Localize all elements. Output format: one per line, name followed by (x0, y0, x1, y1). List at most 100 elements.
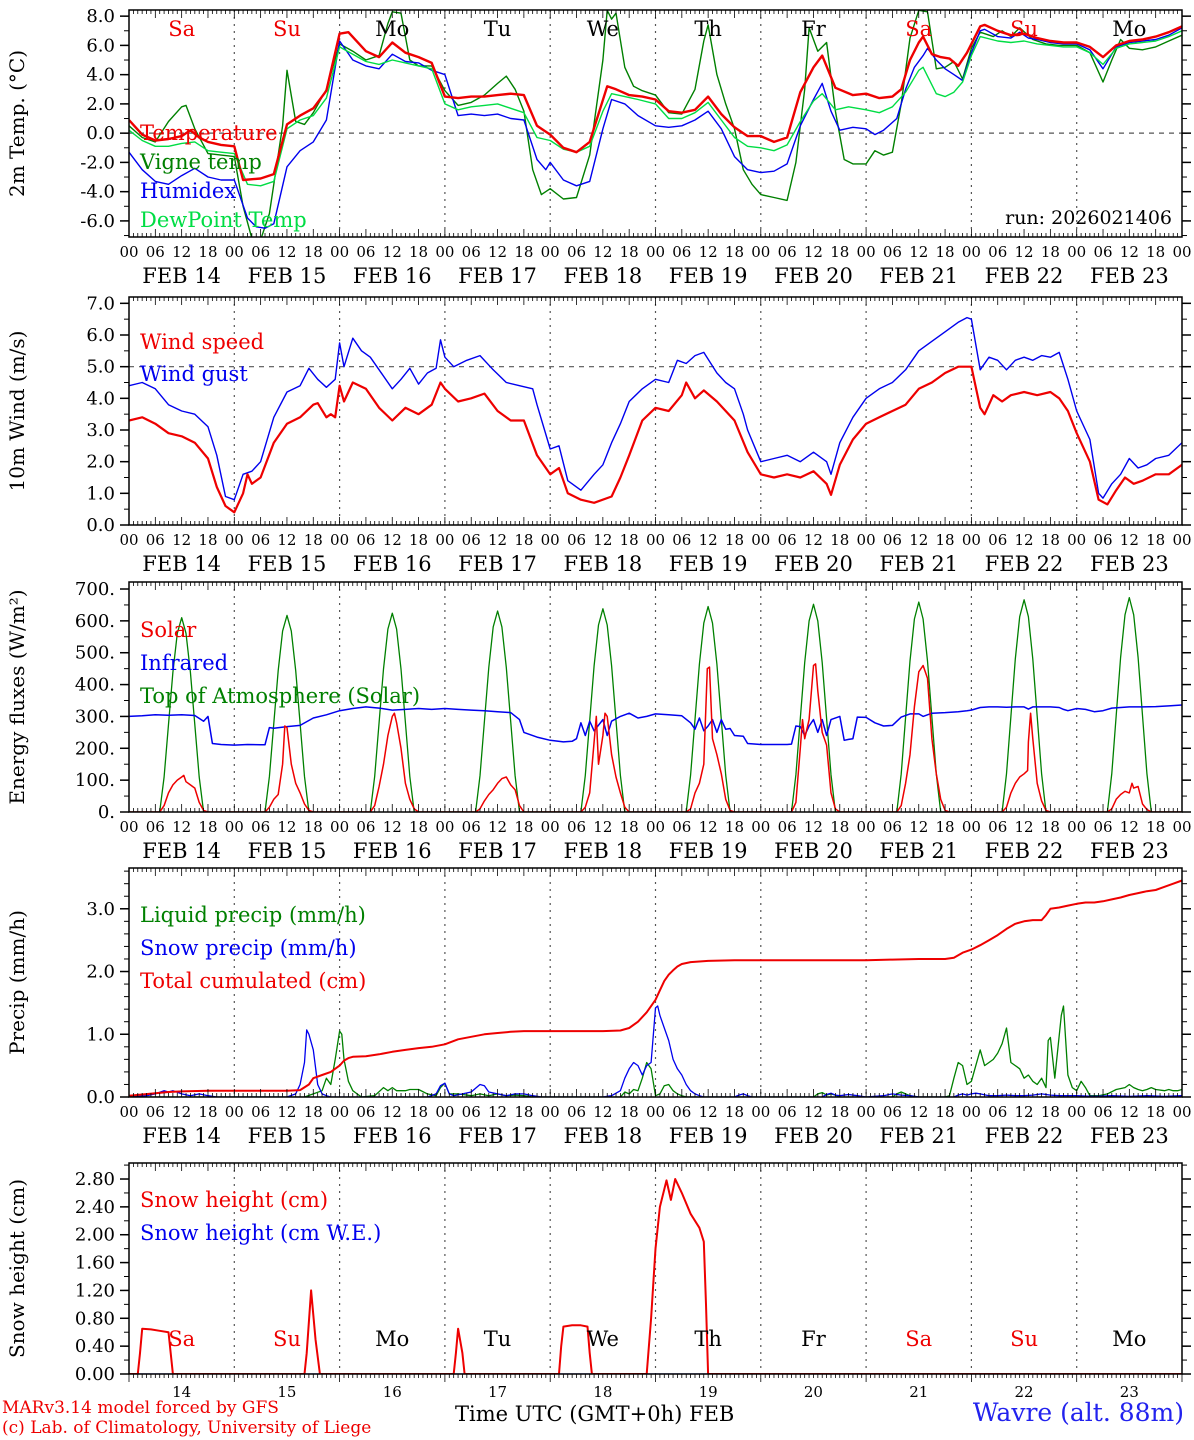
hour-label: 12 (909, 818, 928, 836)
hour-label: 18 (409, 1103, 428, 1121)
hour-label: 06 (251, 243, 270, 261)
weekday-label: We (587, 1327, 619, 1351)
hour-label: 00 (1172, 1103, 1191, 1121)
hour-label: 12 (1015, 818, 1034, 836)
day-number-label: 22 (1015, 1383, 1034, 1401)
hour-label: 18 (1146, 243, 1165, 261)
hour-label: 00 (225, 1103, 244, 1121)
hour-label: 00 (119, 531, 138, 549)
day-number-label: 14 (172, 1383, 191, 1401)
hour-label: 12 (804, 243, 823, 261)
y-tick-label: 2.80 (75, 1169, 115, 1190)
hour-label: 18 (725, 818, 744, 836)
y-tick-label: -4.0 (80, 182, 115, 203)
date-label: FEB 20 (774, 264, 853, 288)
precip-panel: 3.02.01.00.000 06 12 18 00 06 12 18 00 06 12 18 00 06… (5, 867, 1192, 1148)
hour-label: 12 (699, 243, 718, 261)
date-label: FEB 23 (1090, 264, 1169, 288)
hour-label: 12 (277, 818, 296, 836)
hour-label: 18 (198, 243, 217, 261)
day-number-label: 15 (277, 1383, 296, 1401)
hour-label: 18 (725, 1103, 744, 1121)
hour-label: 00 (857, 818, 876, 836)
hour-label: 06 (567, 818, 586, 836)
y-tick-label: 0.80 (75, 1308, 115, 1329)
hour-label: 00 (119, 243, 138, 261)
date-label: FEB 18 (563, 264, 642, 288)
lab-credit: (c) Lab. of Climatology, University of L… (2, 1418, 372, 1438)
weekday-label: Su (273, 17, 301, 41)
hour-label: 18 (304, 818, 323, 836)
date-label: FEB 22 (985, 552, 1064, 576)
date-label: FEB 15 (248, 264, 327, 288)
hour-label: 18 (1146, 531, 1165, 549)
y-tick-label: 400. (75, 675, 115, 696)
snow-panel: 2.80 2.40 2.00 1.60 1.20 0.80 0.40 0.00 14 15 16 17… (5, 1162, 1191, 1401)
legend-temperature-panel-3: DewPoint Temp (140, 208, 307, 232)
y-tick-label: 2.40 (75, 1197, 115, 1218)
date-label: FEB 18 (563, 552, 642, 576)
weekday-label: Mo (375, 1327, 409, 1351)
hour-label: 00 (330, 243, 349, 261)
legend-temperature-panel-2: Humidex (140, 179, 236, 203)
hour-label: 06 (1093, 531, 1112, 549)
day-number-label: 17 (488, 1383, 507, 1401)
date-label: FEB 22 (985, 839, 1064, 863)
date-label: FEB 14 (142, 1124, 221, 1148)
hour-label: 12 (909, 1103, 928, 1121)
hour-label: 18 (936, 1103, 955, 1121)
hour-label: 12 (383, 531, 402, 549)
hour-label: 12 (383, 243, 402, 261)
hour-label: 00 (1067, 1103, 1086, 1121)
date-label: FEB 19 (669, 552, 748, 576)
hour-label: 00 (962, 243, 981, 261)
hour-label: 00 (435, 531, 454, 549)
hour-label: 18 (304, 243, 323, 261)
hour-label: 00 (1067, 243, 1086, 261)
hour-label: 06 (146, 818, 165, 836)
weekday-label: Mo (375, 17, 409, 41)
hour-label: 18 (830, 531, 849, 549)
hour-label: 06 (462, 818, 481, 836)
series-humidex (129, 27, 1182, 229)
hour-label: 12 (699, 818, 718, 836)
hour-label: 00 (541, 243, 560, 261)
date-label: FEB 15 (248, 839, 327, 863)
y-tick-label: 2.00 (75, 1225, 115, 1246)
hour-label: 12 (488, 243, 507, 261)
hour-label: 18 (198, 1103, 217, 1121)
date-label: FEB 14 (142, 552, 221, 576)
y-tick-label: 0.0 (86, 1087, 115, 1108)
date-label: FEB 22 (985, 1124, 1064, 1148)
date-label: FEB 16 (353, 839, 432, 863)
hour-label: 12 (488, 1103, 507, 1121)
hour-label: 06 (146, 1103, 165, 1121)
weekday-label: Fr (801, 1327, 827, 1351)
day-number-label: 18 (593, 1383, 612, 1401)
hour-label: 18 (620, 818, 639, 836)
date-label: FEB 16 (353, 264, 432, 288)
hour-label: 00 (962, 818, 981, 836)
hour-label: 00 (541, 818, 560, 836)
day-number-label: 16 (383, 1383, 402, 1401)
model-credit: MARv3.14 model forced by GFS (2, 1398, 279, 1418)
hour-label: 18 (514, 818, 533, 836)
date-label: FEB 16 (353, 552, 432, 576)
legend-temperature-panel-0: Temperature (140, 121, 278, 145)
hour-label: 06 (778, 818, 797, 836)
date-label: FEB 17 (458, 264, 537, 288)
series-top-of-atmosphere (129, 596, 1182, 812)
hour-label: 12 (383, 818, 402, 836)
y-tick-label: 1.20 (75, 1280, 115, 1301)
legend-snow-panel-1: Snow height (cm W.E.) (140, 1221, 381, 1245)
hour-label: 06 (146, 243, 165, 261)
weekday-label: Th (694, 17, 722, 41)
hour-label: 12 (1015, 243, 1034, 261)
y-tick-label: 7.0 (86, 293, 115, 314)
hour-label: 00 (119, 818, 138, 836)
y-axis-title: Precip (mm/h) (5, 910, 29, 1055)
hour-label: 00 (857, 531, 876, 549)
hour-label: 00 (646, 243, 665, 261)
hour-label: 06 (988, 243, 1007, 261)
y-axis-title: 2m Temp. (°C) (5, 50, 29, 197)
